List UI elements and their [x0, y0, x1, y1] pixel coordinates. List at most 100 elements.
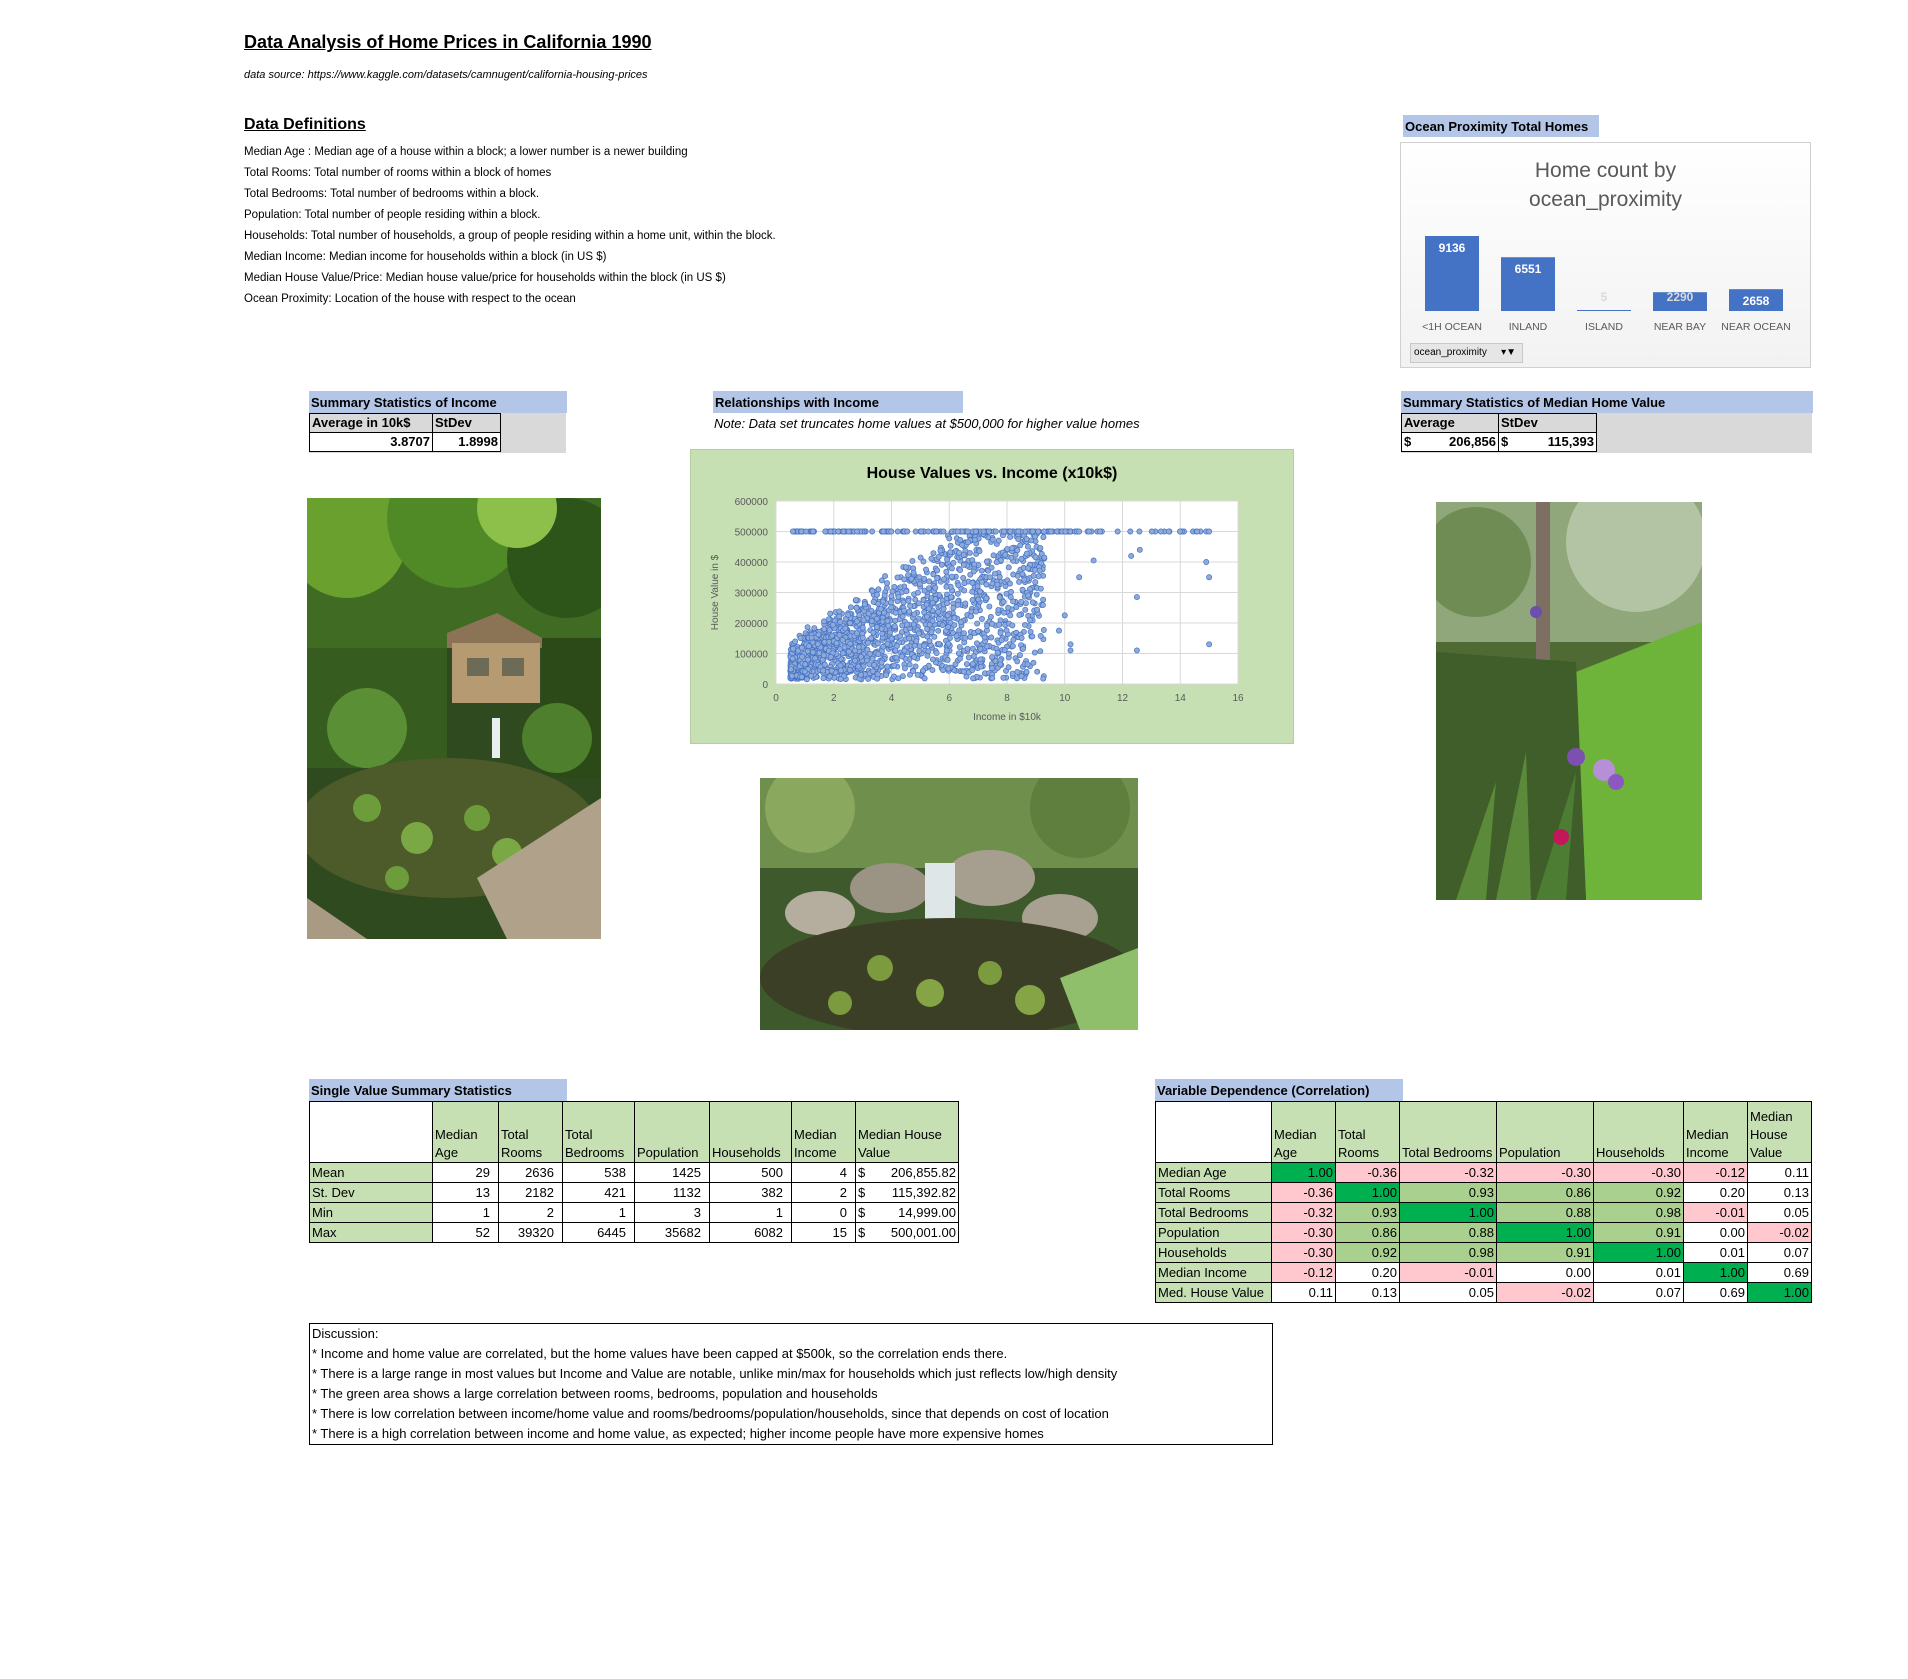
scatter-point: [1025, 565, 1031, 572]
x-tick-label: 16: [1232, 693, 1244, 704]
bar[interactable]: [1577, 310, 1631, 311]
scatter-chart[interactable]: House Values vs. Income (x10k$) 0 2 4 6 8 10 1…: [690, 449, 1294, 744]
scatter-point: [929, 667, 936, 674]
scatter-point: [967, 571, 974, 578]
scatter-point: [925, 648, 932, 655]
scatter-point: [947, 542, 954, 549]
scatter-point: [937, 547, 944, 554]
relationships-heading: Relationships with Income: [713, 391, 963, 413]
correlation-heading: Variable Dependence (Correlation): [1155, 1079, 1403, 1101]
scatter-point: [921, 609, 928, 616]
column-header: Total Bedrooms: [1399, 1101, 1497, 1163]
column-header: Population: [634, 1101, 710, 1163]
x-tick-label: 2: [831, 693, 837, 704]
scatter-point: [1016, 578, 1023, 585]
scatter-point: [931, 633, 938, 640]
column-header: Median House Value: [1747, 1101, 1812, 1163]
stat-cell: 500: [709, 1162, 792, 1183]
scatter-point: [989, 654, 996, 661]
scatter-point: [891, 662, 898, 669]
scatter-point: [878, 577, 885, 584]
table-row: Mean 29 2636 538 1425 500 4 $206,855.82: [309, 1162, 959, 1183]
column-header: Total Rooms: [498, 1101, 563, 1163]
scatter-point: [878, 659, 885, 666]
scatter-point: [1090, 557, 1097, 564]
relationships-note: Note: Data set truncates home values at …: [714, 416, 1140, 431]
scatter-point: [789, 528, 796, 535]
stat-cell: 3: [634, 1202, 710, 1223]
stat-cell: 13: [432, 1182, 499, 1203]
scatter-point: [997, 661, 1004, 668]
scatter-point: [991, 570, 998, 577]
column-header: Households: [709, 1101, 792, 1163]
scatter-chart-svg: House Values vs. Income (x10k$) 0 2 4 6 8 10 1…: [710, 465, 1244, 723]
scatter-point: [912, 596, 919, 603]
scatter-point: [950, 559, 957, 566]
scatter-point: [973, 608, 979, 615]
scatter-point: [944, 600, 950, 607]
scatter-point: [907, 602, 914, 609]
scatter-point: [921, 675, 928, 682]
discussion-line: * The green area shows a large correlati…: [312, 1386, 878, 1401]
correlation-cell: 1.00: [1683, 1262, 1748, 1283]
scatter-point: [994, 649, 1001, 656]
bar[interactable]: [1729, 289, 1783, 311]
scatter-point: [943, 647, 950, 654]
scatter-point: [956, 627, 963, 634]
scatter-point: [920, 558, 927, 565]
scatter-point: [836, 608, 843, 615]
ocean-proximity-chart[interactable]: Home count by ocean_proximity 9136 <1H OC…: [1400, 142, 1811, 368]
scatter-point: [983, 595, 990, 602]
scatter-point: [899, 613, 906, 620]
bar-value-label: 2658: [1743, 294, 1770, 308]
field-filter-button[interactable]: ocean_proximity ▾▼: [1410, 343, 1523, 363]
scatter-point: [869, 655, 876, 662]
scatter-point: [969, 667, 976, 673]
scatter-point: [988, 564, 995, 571]
correlation-cell: 1.00: [1747, 1282, 1812, 1303]
scatter-point: [913, 638, 920, 645]
scatter-point: [1029, 599, 1036, 606]
scatter-point: [1008, 588, 1014, 595]
scatter-point: [1015, 528, 1022, 535]
scatter-point: [974, 640, 980, 647]
home-value-stdev-number: 115,393: [1547, 434, 1594, 449]
scatter-point: [924, 613, 930, 620]
scatter-point: [874, 591, 880, 598]
scatter-point: [1032, 554, 1039, 561]
scatter-point: [845, 611, 852, 618]
correlation-cell: 0.88: [1496, 1202, 1594, 1223]
x-tick-label: 8: [1004, 693, 1010, 704]
scatter-point: [1018, 635, 1025, 642]
scatter-point: [995, 606, 1002, 613]
scatter-point: [911, 654, 918, 661]
scatter-point: [943, 568, 950, 575]
scatter-point: [1085, 528, 1092, 535]
currency-symbol: $: [1501, 434, 1509, 449]
scatter-point: [1030, 659, 1037, 666]
chart-title-line-2: ocean_proximity: [1529, 188, 1682, 211]
scatter-point: [864, 646, 871, 653]
scatter-point: [853, 604, 860, 611]
home-value-stdev-value: $ 115,393: [1498, 432, 1597, 452]
bar[interactable]: [1501, 257, 1555, 311]
scatter-point: [790, 645, 797, 652]
stat-value: 206,855.82: [890, 1165, 956, 1180]
scatter-point: [984, 622, 990, 629]
scatter-point: [961, 580, 968, 587]
scatter-point: [901, 576, 908, 583]
scatter-point: [1067, 647, 1074, 654]
bar[interactable]: [1425, 236, 1479, 311]
scatter-point: [1037, 648, 1044, 655]
scatter-point: [995, 537, 1002, 544]
scatter-point: [1040, 675, 1047, 682]
scatter-point: [1014, 675, 1020, 682]
scatter-point: [975, 596, 982, 603]
scatter-point: [878, 625, 885, 632]
scatter-point: [892, 609, 899, 616]
bar[interactable]: [1653, 292, 1707, 311]
scatter-point: [1007, 580, 1013, 587]
row-label: Median Income: [1155, 1262, 1272, 1283]
scatter-point: [892, 617, 899, 624]
scatter-point: [884, 640, 891, 647]
